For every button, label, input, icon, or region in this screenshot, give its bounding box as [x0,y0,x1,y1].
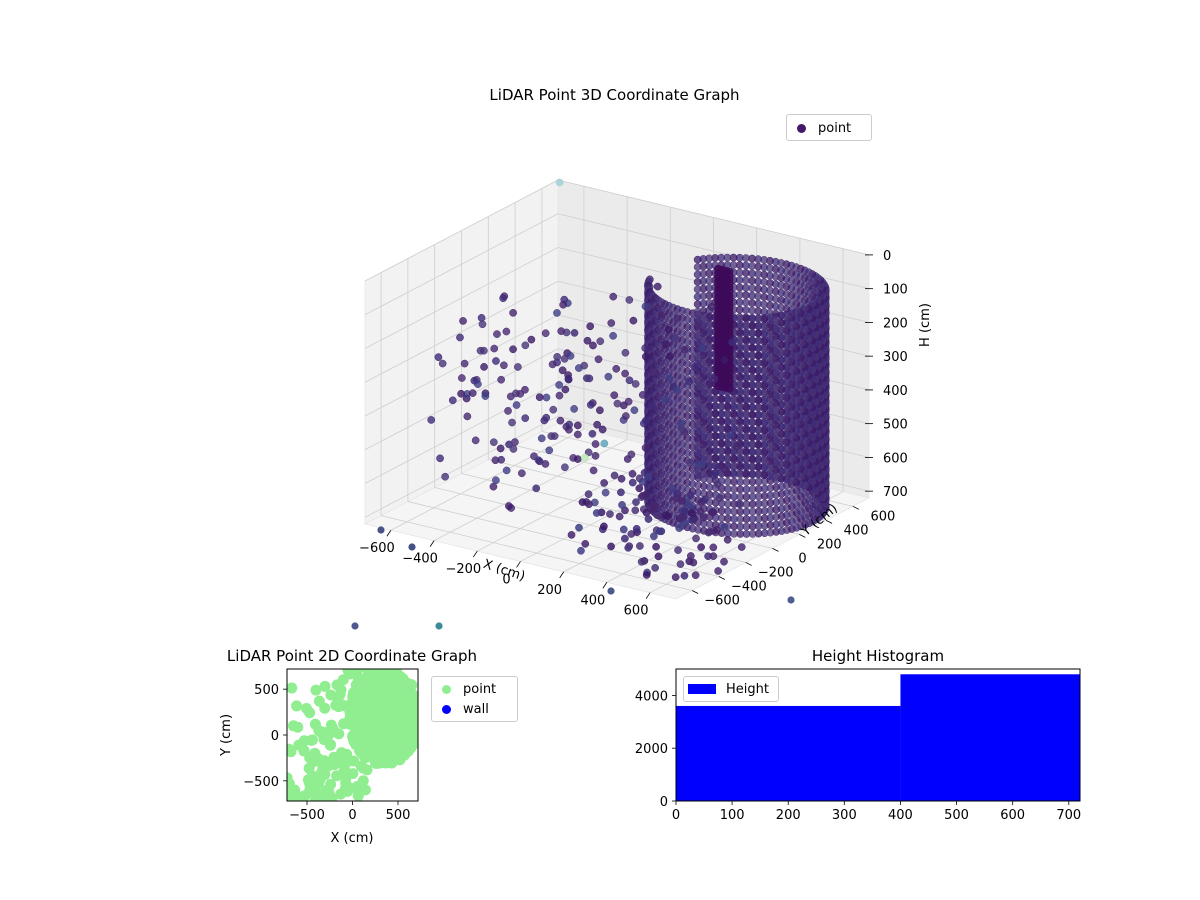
xtick-label: 200 [776,808,801,823]
xtick-label: 700 [1056,808,1081,823]
histogram-bar [900,674,1080,801]
xtick-label: 100 [720,808,745,823]
grid-line-y [434,487,746,563]
chart3d-title: LiDAR Point 3D Coordinate Graph [489,86,740,104]
grid-line-z [364,382,559,484]
grid-line-z [364,247,559,349]
xtick-label: 600 [1000,808,1025,823]
grid-line-z [364,213,559,316]
histogram-legend: Height [683,676,779,702]
grid-line-z [364,179,559,282]
xtick-label: 0 [672,808,680,823]
grid-line-y [380,515,693,591]
xtick-label: 400 [888,808,913,823]
xtick-label: 300 [832,808,857,823]
ytick-label: 0 [660,795,668,810]
xtick-label: 500 [944,808,969,823]
ytick-label: 4000 [635,689,668,704]
legend-entry-height: Height [684,679,778,699]
histogram-bar [676,705,901,801]
grid-line-z [364,415,559,518]
grid-line-z [557,179,870,256]
grid-line-z [364,348,559,451]
ytick-label: 2000 [635,742,668,757]
histogram-title: Height Histogram [811,647,945,665]
legend-marker-height [688,684,716,694]
grid-line-y [407,501,719,577]
legend-label-height: Height [726,681,769,697]
grid-line-z [364,280,559,383]
chart2d-title: LiDAR Point 2D Coordinate Graph [226,647,478,665]
